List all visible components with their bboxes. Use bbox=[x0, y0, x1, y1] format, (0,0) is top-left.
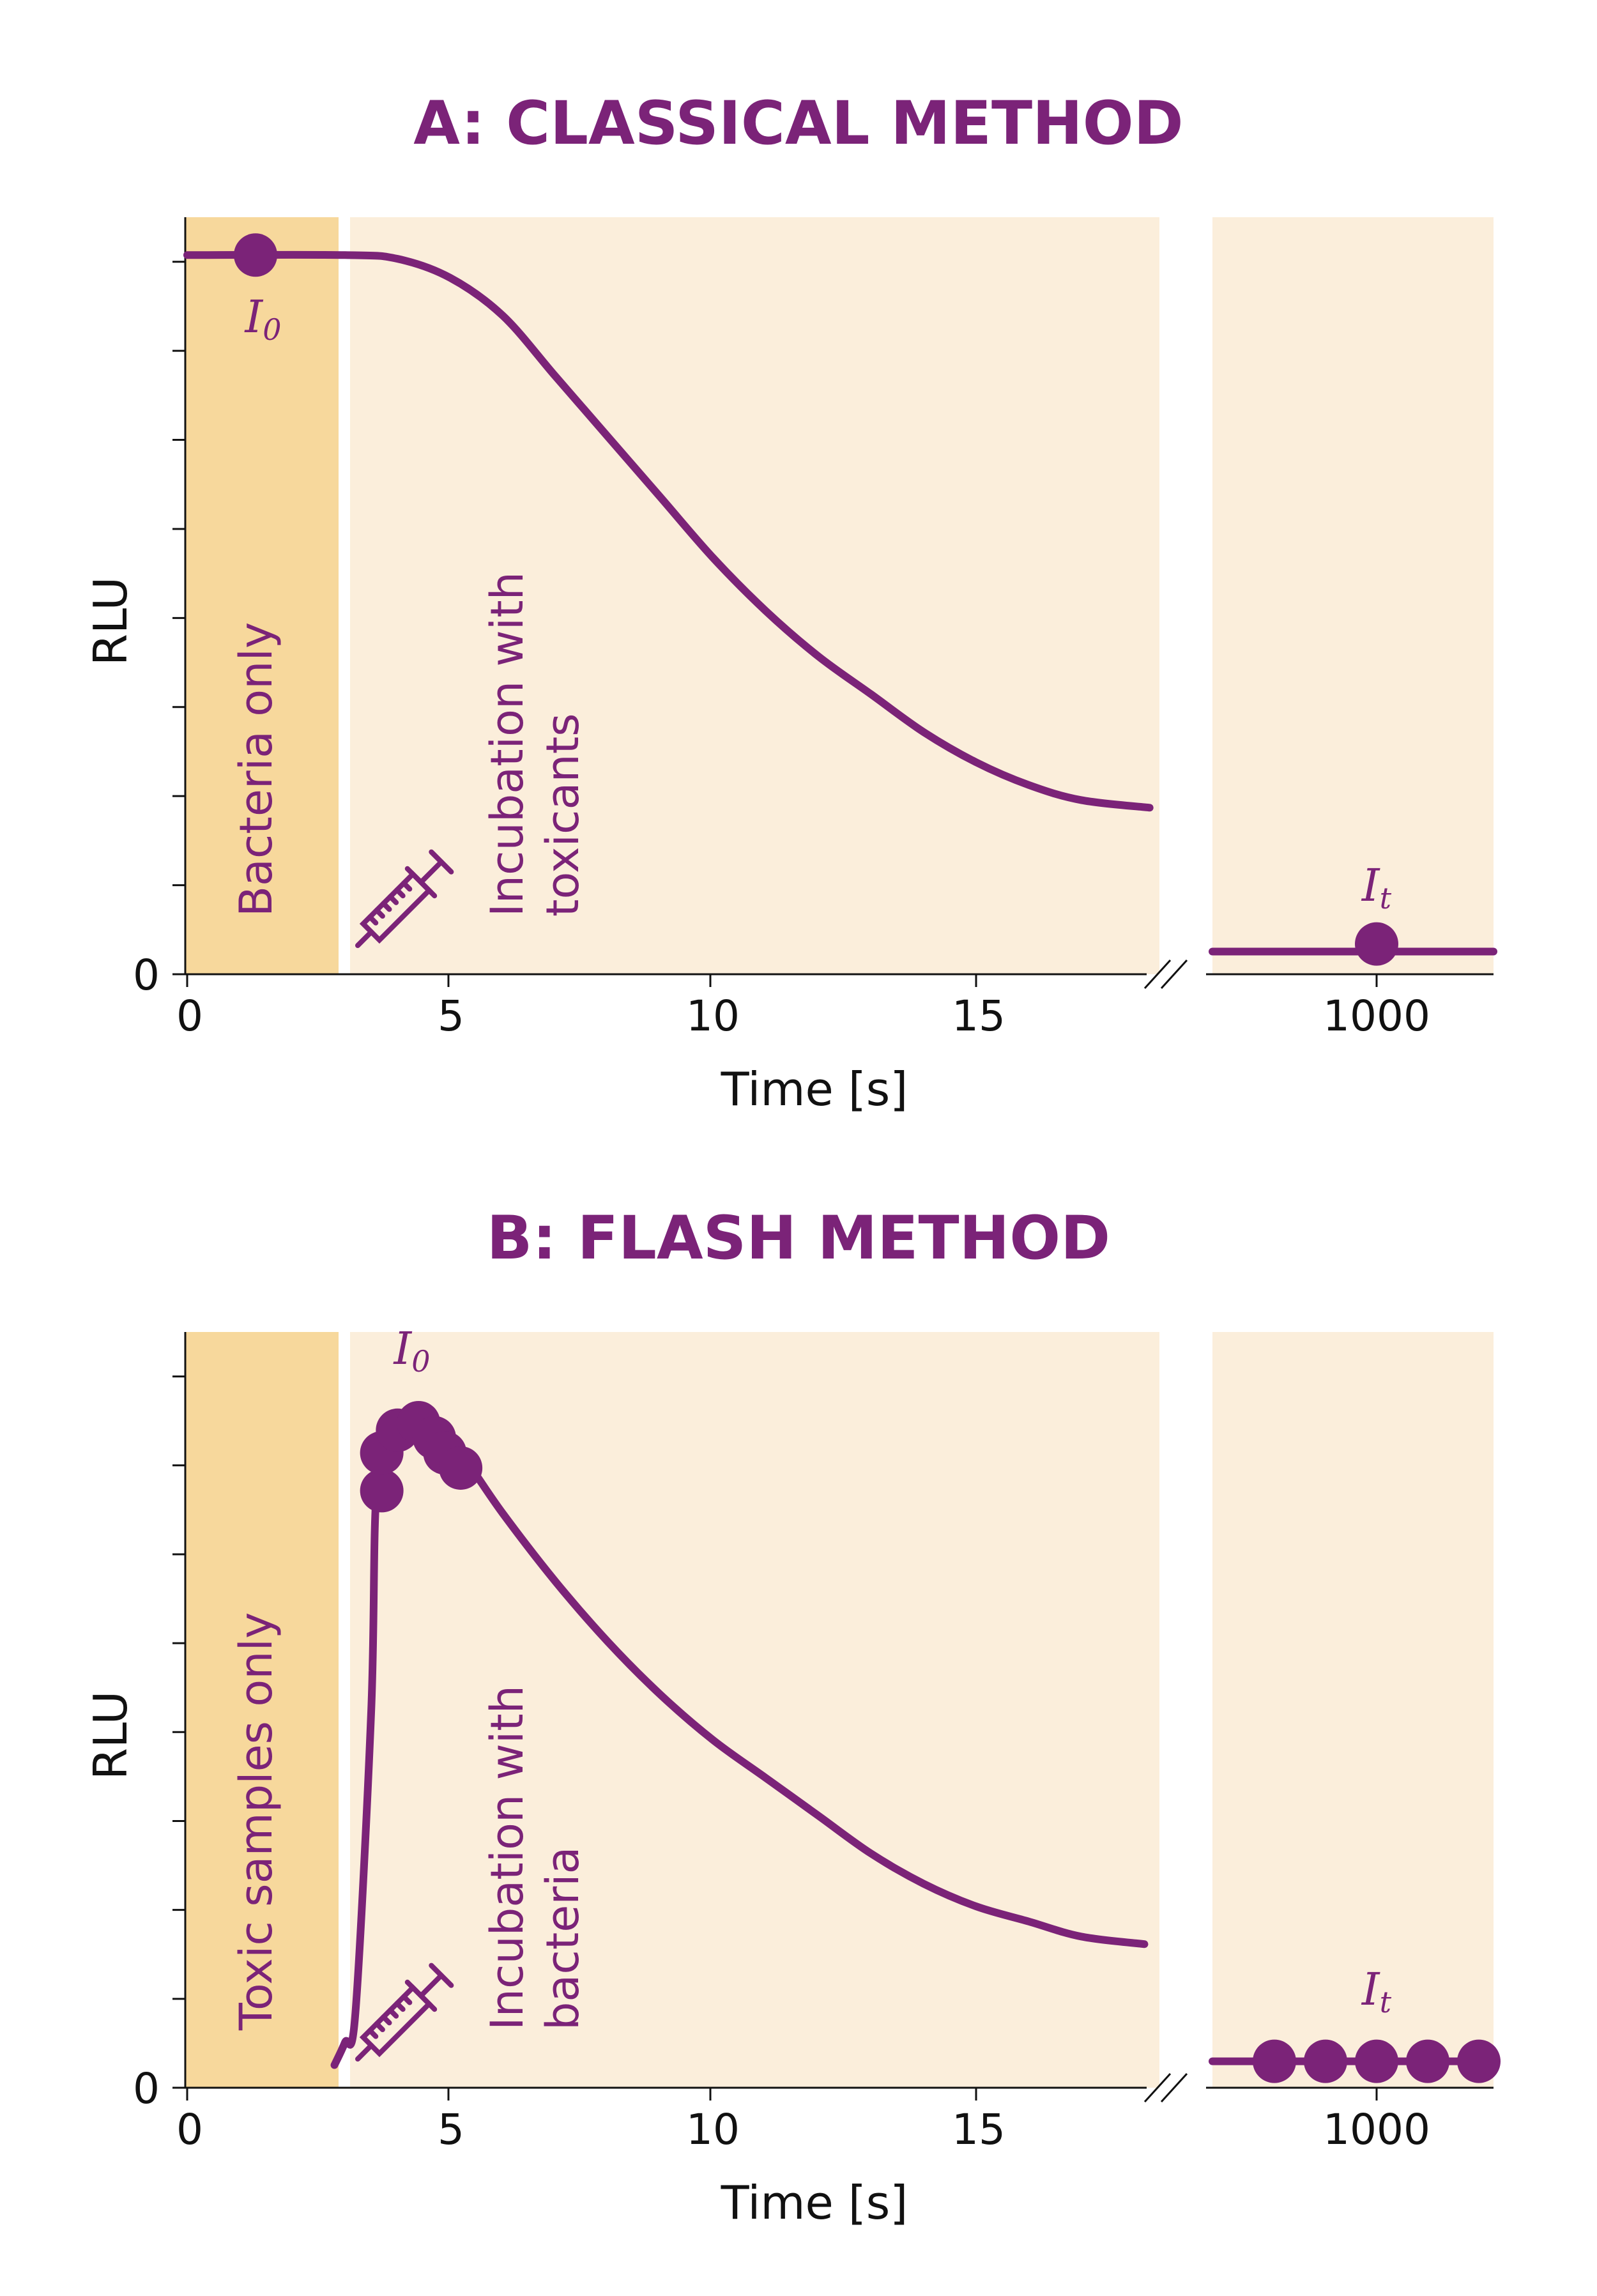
syringe-gradation bbox=[367, 914, 379, 926]
chart-panel-a: A: CLASSICAL METHOD 00 5 10 15 1000 Time [s] RL… bbox=[84, 89, 1497, 1116]
x-tick-label: 15 bbox=[952, 2105, 1005, 2154]
x-tick-label: 1000 bbox=[1323, 2105, 1430, 2154]
data-point bbox=[439, 1446, 483, 1490]
post-region-label-line1: Incubation with bbox=[481, 572, 533, 917]
y-axis-label: RLU bbox=[84, 1691, 137, 1780]
syringe-plunger-head bbox=[429, 849, 454, 875]
syringe-needle bbox=[355, 929, 374, 948]
pre-region bbox=[185, 217, 339, 974]
post-region-right bbox=[1212, 1332, 1494, 2088]
data-point bbox=[1406, 2039, 1449, 2083]
axis-break-mark bbox=[1143, 2072, 1172, 2103]
post-region bbox=[350, 1332, 1159, 2088]
syringe-plunger bbox=[418, 1973, 444, 1999]
annotation-i0: I0 bbox=[393, 1322, 431, 1379]
x-tick-label: 5 bbox=[438, 2105, 464, 2154]
y-tick-label: 0 bbox=[133, 951, 160, 1000]
series-line bbox=[330, 1411, 1149, 2069]
syringe-gradation bbox=[374, 2021, 385, 2033]
pre-region-label: Bacteria only bbox=[230, 622, 282, 917]
syringe-needle bbox=[355, 2042, 374, 2062]
syringe-gradation bbox=[394, 2001, 406, 2012]
data-point bbox=[1355, 2039, 1398, 2083]
x-axis-label: Time [s] bbox=[721, 2176, 908, 2230]
y-tick-label: 0 bbox=[133, 2064, 160, 2113]
x-tick-label: 0 bbox=[176, 991, 203, 1041]
syringe-plunger bbox=[418, 859, 444, 885]
syringe-gradation bbox=[381, 901, 392, 912]
x-tick-label: 0 bbox=[176, 2105, 203, 2154]
x-axis-label: Time [s] bbox=[721, 1062, 908, 1116]
data-point bbox=[1253, 2039, 1296, 2083]
post-region-label-line2: bacteria bbox=[537, 1847, 589, 2030]
syringe-gradation bbox=[401, 1994, 413, 2005]
axis-break-mark bbox=[1160, 959, 1188, 990]
syringe-gradation bbox=[401, 880, 413, 892]
x-tick-label: 15 bbox=[952, 991, 1005, 1041]
y-axis-label: RLU bbox=[84, 577, 137, 666]
axis-break-mark bbox=[1160, 2072, 1188, 2103]
pre-region-label: Toxic samples only bbox=[230, 1612, 282, 2031]
chart-title: B: FLASH METHOD bbox=[487, 1204, 1110, 1273]
syringe-icon bbox=[355, 849, 454, 948]
syringe-gradation bbox=[387, 894, 399, 905]
x-tick-label: 10 bbox=[686, 2105, 740, 2154]
post-region-label-line1: Incubation with bbox=[481, 1685, 533, 2030]
annotation-it: It bbox=[1361, 1963, 1392, 2019]
syringe-gradation bbox=[374, 907, 385, 919]
data-point bbox=[360, 1469, 404, 1513]
post-region-label-line2: toxicants bbox=[537, 713, 589, 917]
data-point bbox=[234, 233, 278, 277]
syringe-gradation bbox=[394, 887, 406, 899]
chart-title: A: CLASSICAL METHOD bbox=[413, 89, 1183, 158]
data-point bbox=[1304, 2039, 1347, 2083]
annotation-it: It bbox=[1361, 859, 1392, 915]
axis-break-mark bbox=[1143, 959, 1172, 990]
pre-region bbox=[185, 1332, 339, 2088]
x-tick-label: 10 bbox=[686, 991, 740, 1041]
annotation-i0: I0 bbox=[244, 291, 282, 347]
syringe-gradation bbox=[387, 2007, 399, 2019]
series-line bbox=[183, 250, 1154, 812]
chart-panel-b: B: FLASH METHOD 00 5 10 15 1000 Time [s] RLU Tox… bbox=[84, 1204, 1501, 2230]
post-region-right bbox=[1212, 217, 1494, 974]
data-point bbox=[1457, 2039, 1501, 2083]
syringe-plunger-head bbox=[429, 1963, 454, 1988]
syringe-gradation bbox=[381, 2014, 392, 2026]
data-point bbox=[1355, 922, 1398, 966]
x-tick-label: 5 bbox=[438, 991, 464, 1041]
syringe-icon bbox=[355, 1963, 454, 2062]
x-tick-label: 1000 bbox=[1323, 991, 1430, 1041]
syringe-gradation bbox=[367, 2028, 379, 2039]
